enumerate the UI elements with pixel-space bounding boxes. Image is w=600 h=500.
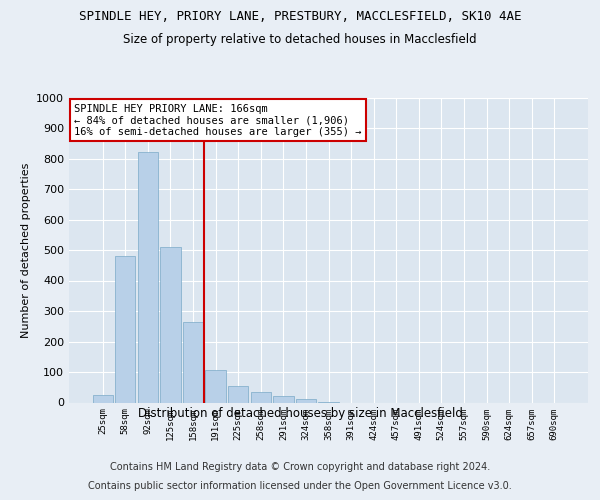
Text: Distribution of detached houses by size in Macclesfield: Distribution of detached houses by size …: [137, 408, 463, 420]
Text: SPINDLE HEY PRIORY LANE: 166sqm
← 84% of detached houses are smaller (1,906)
16%: SPINDLE HEY PRIORY LANE: 166sqm ← 84% of…: [74, 104, 362, 137]
Bar: [205, 370, 226, 402]
Bar: [92, 395, 113, 402]
Bar: [251, 392, 271, 402]
Bar: [160, 247, 181, 402]
Text: Contains HM Land Registry data © Crown copyright and database right 2024.: Contains HM Land Registry data © Crown c…: [110, 462, 490, 472]
Bar: [183, 322, 203, 402]
Bar: [228, 386, 248, 402]
Text: Contains public sector information licensed under the Open Government Licence v3: Contains public sector information licen…: [88, 481, 512, 491]
Y-axis label: Number of detached properties: Number of detached properties: [20, 162, 31, 338]
Bar: [138, 152, 158, 402]
Bar: [296, 400, 316, 402]
Text: Size of property relative to detached houses in Macclesfield: Size of property relative to detached ho…: [123, 32, 477, 46]
Bar: [273, 396, 293, 402]
Text: SPINDLE HEY, PRIORY LANE, PRESTBURY, MACCLESFIELD, SK10 4AE: SPINDLE HEY, PRIORY LANE, PRESTBURY, MAC…: [79, 10, 521, 23]
Bar: [115, 256, 136, 402]
